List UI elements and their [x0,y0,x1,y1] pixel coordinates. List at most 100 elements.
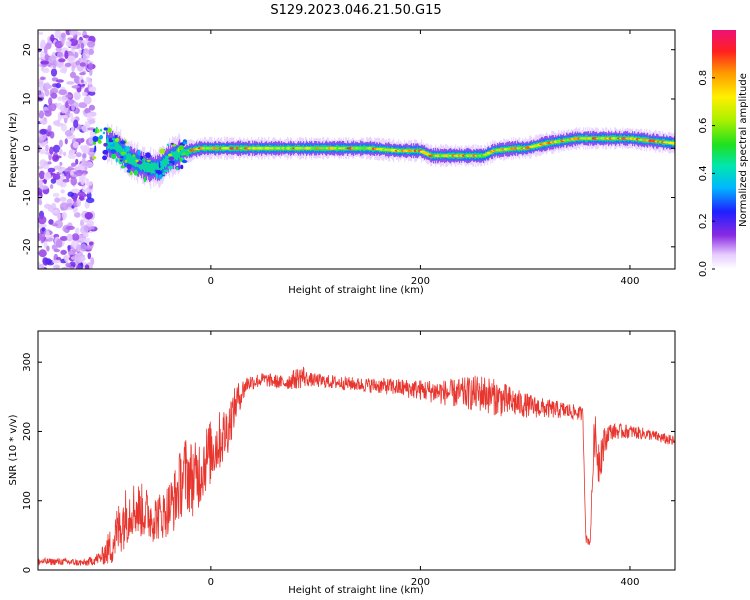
noise-blob [60,32,66,39]
ridge-column [135,156,137,167]
noise-blob [45,230,50,240]
noise-blob [87,41,96,48]
noise-blob [70,256,77,260]
noise-blob [85,181,93,187]
ridge-blob [171,144,177,147]
ridge-column [183,149,185,156]
ridge-column [182,149,184,156]
noise-blob [49,146,54,155]
noise-blob [83,48,90,54]
ridge-column [177,148,179,161]
noise-blob [75,227,80,235]
noise-blob [71,233,80,241]
noise-blob [64,62,72,68]
noise-blob [70,71,77,79]
noise-blob [76,264,82,269]
noise-blob [69,30,78,36]
noise-blob [51,244,58,251]
ridge-blob [170,142,174,145]
ridge-column [155,163,157,173]
noise-blob [69,266,75,269]
ridge-blob [103,127,108,131]
colorbar-ticks: 0.0 0.2 0.4 0.6 0.8 [698,70,715,277]
ridge-column [174,151,176,161]
noise-blob [53,248,60,253]
ridge-blob [120,151,126,155]
y-tick-label: 300 [22,353,33,372]
noise-blob [82,34,90,39]
noise-blob [43,178,47,185]
noise-blob [59,67,67,74]
noise-blob [43,106,48,112]
noise-blob [66,233,73,242]
ridge-blob [162,172,166,176]
snr-series-line [38,366,675,566]
ridge-column [152,162,154,174]
ridge-column [131,155,133,165]
ridge-blob [159,148,166,154]
ridge-column [128,152,130,165]
noise-blob [40,60,49,65]
noise-blob [75,60,80,66]
ridge-blob [168,153,173,157]
noise-blob [75,169,84,177]
noise-blob [60,249,67,255]
noise-blob [49,184,54,190]
colorbar-tick-label: 0.8 [698,70,709,86]
ridge-blob [181,159,188,164]
ridge-column [134,156,136,167]
noise-blob [86,112,93,118]
noise-blob [82,152,87,159]
noise-blob [52,192,60,198]
ridge-blob [92,156,97,160]
ridge-column [142,161,144,169]
ridge-column [118,143,120,152]
noise-blob [76,198,81,207]
noise-blob [80,79,84,83]
ridge-column [129,153,131,165]
ridge-blob [135,159,139,163]
ridge-blob [123,155,127,161]
noise-blob [59,236,69,241]
spectrogram-frame [37,29,676,270]
noise-blob [90,226,95,230]
x-tick-label: 200 [411,577,430,588]
noise-blob [55,79,64,83]
x-tick-label: 200 [411,276,430,287]
ridge-blob [158,174,163,180]
ridge-column [151,162,153,174]
noise-blob [73,119,79,129]
noise-blob [38,179,43,188]
colorbar-label: Normalized spectral amplitude [738,73,749,227]
noise-blob [41,227,46,232]
noise-blob [72,141,79,149]
ridge-column [165,155,167,168]
ridge-column [126,151,128,163]
y-tick-label: 0 [22,567,33,573]
noise-blob [40,236,45,244]
x-tick-label: 400 [620,577,639,588]
noise-blob [58,139,64,148]
noise-blob [75,158,79,165]
ridge-blob [167,165,174,170]
y-tick-label: 0 [22,145,33,151]
ridge-blob [147,172,151,176]
noise-blob [75,138,85,144]
noise-blob [71,188,80,193]
noise-blob [81,124,91,133]
noise-blob [66,167,75,171]
noise-blob [44,82,51,90]
snr-x-axis-label: Height of straight line (km) [288,585,424,596]
ridge-blob [103,142,108,147]
colorbar-tick-label: 0.6 [698,118,709,134]
noise-blob [48,219,54,225]
noise-blob [56,211,61,219]
ridge-blob [102,149,109,155]
noise-blob [56,256,62,261]
ridge-blob [102,131,106,135]
noise-blob [63,255,71,259]
snr-frame [37,330,676,571]
noise-blob [57,96,63,101]
noise-blob [52,173,61,180]
noise-blob [70,176,77,186]
